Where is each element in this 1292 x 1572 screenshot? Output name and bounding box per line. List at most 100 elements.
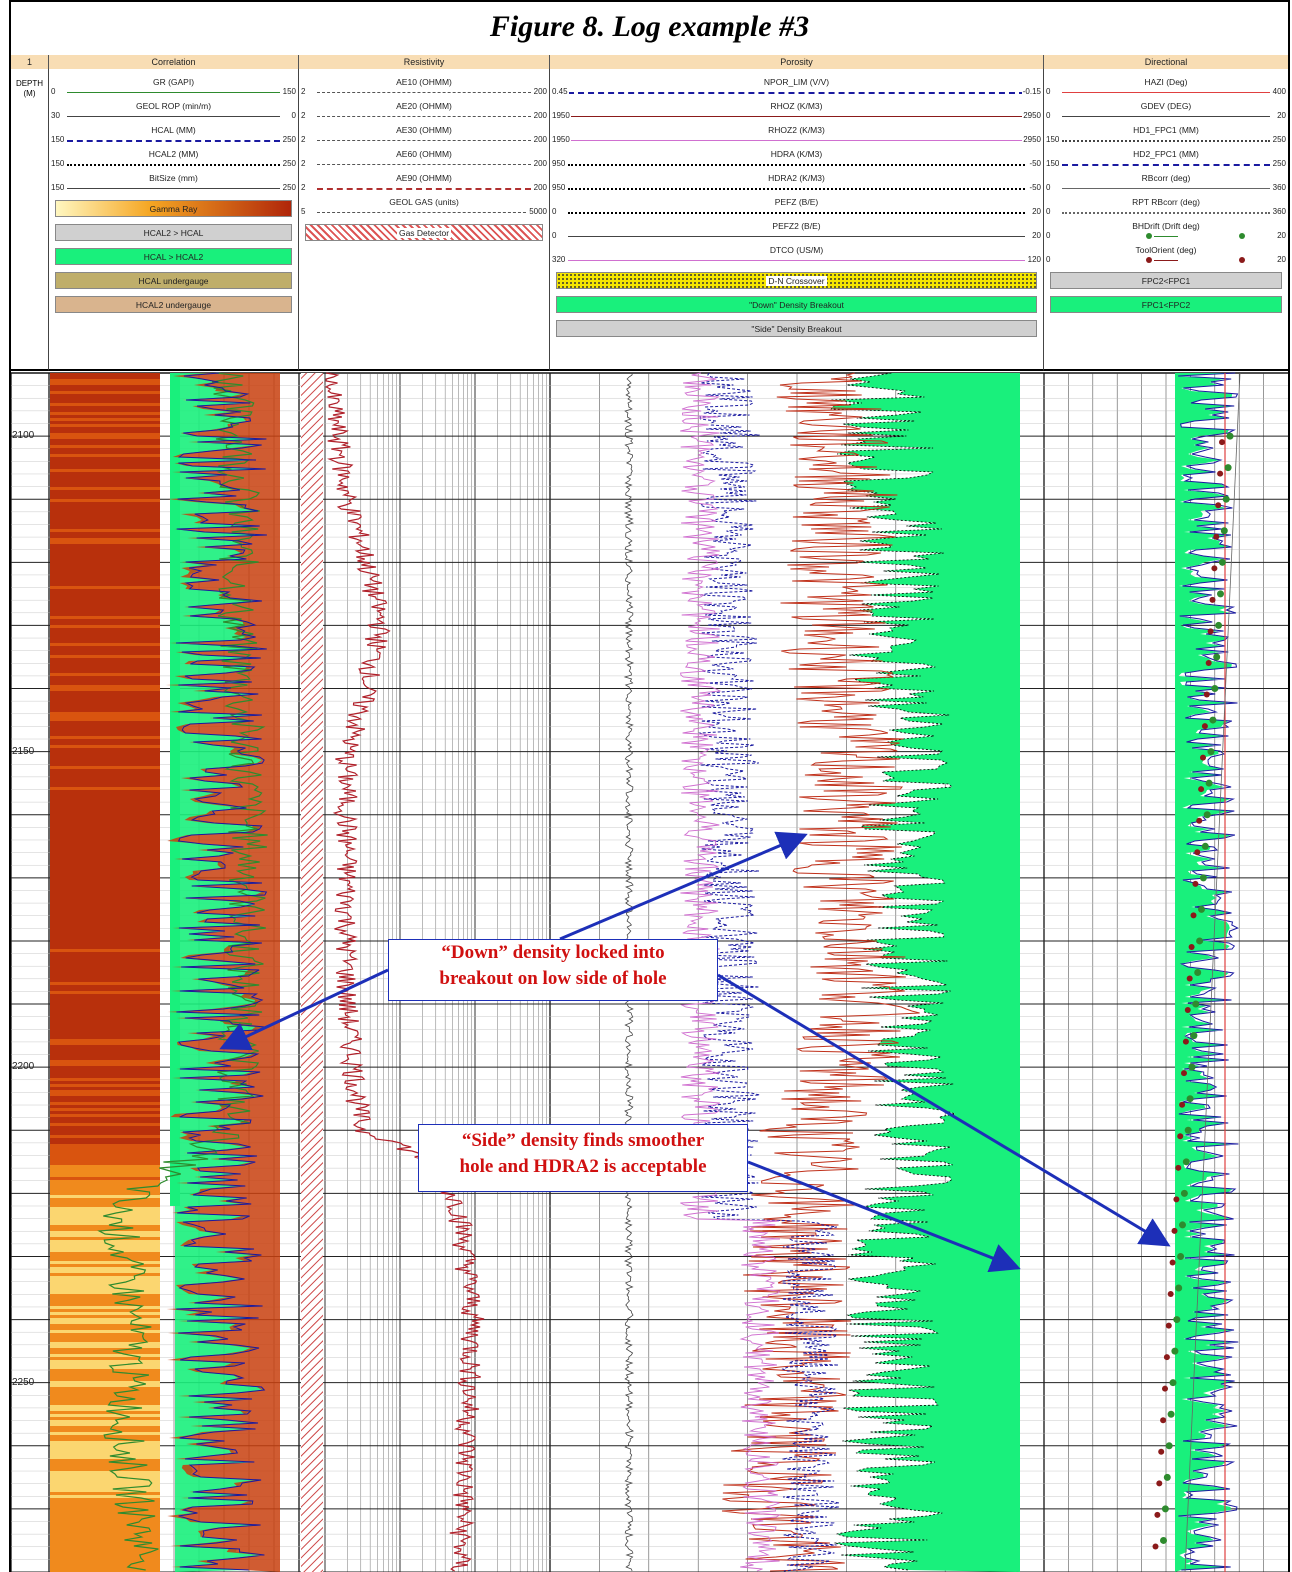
legend-scale-left: 2 bbox=[301, 111, 307, 120]
gr-shading-band bbox=[50, 571, 160, 574]
track-title-resistivity: Resistivity bbox=[299, 55, 550, 69]
gr-shading-band bbox=[50, 1183, 160, 1186]
legend-curve: NPOR_LIM (V/V) 0.45 -0.15 bbox=[550, 77, 1043, 99]
track-title-directional: Directional bbox=[1044, 55, 1288, 69]
toolorient-tadpole bbox=[1163, 1354, 1170, 1361]
gr-shading-band bbox=[50, 1408, 160, 1411]
gr-shading-band bbox=[50, 841, 160, 844]
gr-shading-band bbox=[50, 1231, 160, 1234]
gr-shading-band bbox=[50, 1294, 160, 1297]
annotation-arrow bbox=[559, 831, 808, 941]
gr-shading-band bbox=[50, 1225, 160, 1228]
legend-scale-left: 320 bbox=[552, 255, 567, 264]
bhdrift-tadpole bbox=[1160, 1536, 1167, 1544]
gr-shading-band bbox=[50, 1540, 160, 1543]
gr-shading-band bbox=[50, 721, 160, 724]
legend-curve-name: ToolOrient (deg) bbox=[1135, 245, 1197, 255]
gr-shading-band bbox=[50, 397, 160, 400]
ae90-curve bbox=[324, 372, 485, 1572]
gr-shading-band bbox=[50, 1342, 160, 1345]
gr-shading-band bbox=[50, 1066, 160, 1069]
toolorient-tadpole bbox=[1154, 1511, 1161, 1518]
gr-shading-band bbox=[50, 1054, 160, 1057]
gr-shading-band bbox=[50, 499, 160, 502]
gr-shading-band bbox=[50, 1150, 160, 1153]
legend-curve-line bbox=[67, 164, 280, 166]
gr-shading-band bbox=[50, 1306, 160, 1309]
legend-curve: HDRA2 (K/M3) 950 -50 bbox=[550, 173, 1043, 195]
gr-shading-band bbox=[50, 823, 160, 826]
gr-shading-band bbox=[50, 967, 160, 970]
bhdrift-tadpole bbox=[1217, 590, 1224, 598]
toolorient-tadpole bbox=[1167, 1291, 1174, 1298]
gr-shading-band bbox=[50, 778, 160, 781]
legend-scale-left: 0 bbox=[1046, 183, 1052, 192]
gr-shading-band bbox=[50, 1402, 160, 1405]
toolorient-tadpole bbox=[1205, 659, 1212, 666]
gr-shading-band bbox=[50, 1387, 160, 1390]
gr-shading-band bbox=[50, 1207, 160, 1210]
gr-shading-band bbox=[50, 376, 160, 379]
legend-scale-left: 1950 bbox=[552, 135, 571, 144]
legend-fill-label: HCAL > HCAL2 bbox=[143, 252, 204, 262]
gr-shading-band bbox=[50, 754, 160, 757]
gr-shading-band bbox=[50, 1171, 160, 1174]
annotation-arrow bbox=[747, 1160, 1021, 1273]
gr-shading-band bbox=[50, 1174, 160, 1177]
gr-shading-band bbox=[50, 1375, 160, 1378]
gr-shading-band bbox=[50, 1369, 160, 1372]
legend-curve-name: RPT RBcorr (deg) bbox=[1132, 197, 1200, 207]
legend-curve-line bbox=[317, 164, 531, 165]
gr-shading-band bbox=[50, 616, 160, 619]
gr-shading-band bbox=[50, 1102, 160, 1105]
gr-shading-band bbox=[50, 1273, 160, 1276]
gr-shading-band bbox=[50, 1405, 160, 1408]
gr-shading-band bbox=[50, 1438, 160, 1441]
bhdrift-tadpole bbox=[1173, 1316, 1181, 1324]
gas-detector-fill bbox=[301, 373, 323, 1572]
gr-shading-band bbox=[50, 1228, 160, 1231]
gr-shading-band bbox=[50, 1462, 160, 1465]
bhdrift-tadpole bbox=[1196, 937, 1204, 945]
legend-scale-right: -0.15 bbox=[1021, 87, 1041, 96]
gr-shading-band bbox=[50, 622, 160, 625]
legend-scale-right: 250 bbox=[1271, 135, 1286, 144]
legend-scale-right: 250 bbox=[281, 135, 296, 144]
gr-shading-band bbox=[50, 1432, 160, 1435]
legend-curve: HCAL2 (MM) 150 250 bbox=[49, 149, 298, 171]
gr-shading-band bbox=[50, 787, 160, 790]
gr-shading-band bbox=[50, 1516, 160, 1519]
gdev-curve bbox=[1184, 372, 1241, 1572]
porosity-header: NPOR_LIM (V/V) 0.45 -0.15 RHOZ (K/M3) 1950 29… bbox=[550, 69, 1044, 371]
legend-scale-right: 200 bbox=[532, 111, 547, 120]
legend-curve: ToolOrient (deg) 0 20 bbox=[1044, 245, 1288, 267]
gr-shading-band bbox=[50, 1210, 160, 1213]
gr-shading-band bbox=[50, 496, 160, 499]
bhdrift-tadpole bbox=[1222, 495, 1230, 503]
gr-shading-band bbox=[50, 688, 160, 691]
toolorient-tadpole bbox=[1211, 565, 1218, 572]
gr-shading-band bbox=[50, 433, 160, 436]
legend-scale-right: 200 bbox=[532, 87, 547, 96]
gr-shading-band bbox=[50, 979, 160, 982]
gr-shading-band bbox=[50, 1282, 160, 1285]
gr-shading-band bbox=[50, 1312, 160, 1315]
gr-shading-band bbox=[50, 625, 160, 628]
gr-shading-band bbox=[50, 529, 160, 532]
gr-shading-band bbox=[50, 1315, 160, 1318]
gr-shading-band bbox=[50, 613, 160, 616]
gr-shading-band bbox=[50, 1087, 160, 1090]
legend-fill-box: D-N Crossover bbox=[556, 272, 1037, 289]
legend-tadpole-dot bbox=[1239, 233, 1246, 239]
legend-scale-right: 2950 bbox=[1022, 135, 1041, 144]
legend-fill-box: "Side" Density Breakout bbox=[556, 320, 1037, 337]
gr-shading-band bbox=[50, 865, 160, 868]
gr-shading-band bbox=[50, 1339, 160, 1342]
gr-shading-band bbox=[50, 574, 160, 577]
gr-shading-band bbox=[50, 430, 160, 433]
gr-shading-band bbox=[50, 1204, 160, 1207]
gr-shading-band bbox=[50, 1555, 160, 1558]
gr-shading-band bbox=[50, 673, 160, 676]
gr-shading-band bbox=[50, 1345, 160, 1348]
toolorient-tadpole bbox=[1181, 1070, 1187, 1077]
